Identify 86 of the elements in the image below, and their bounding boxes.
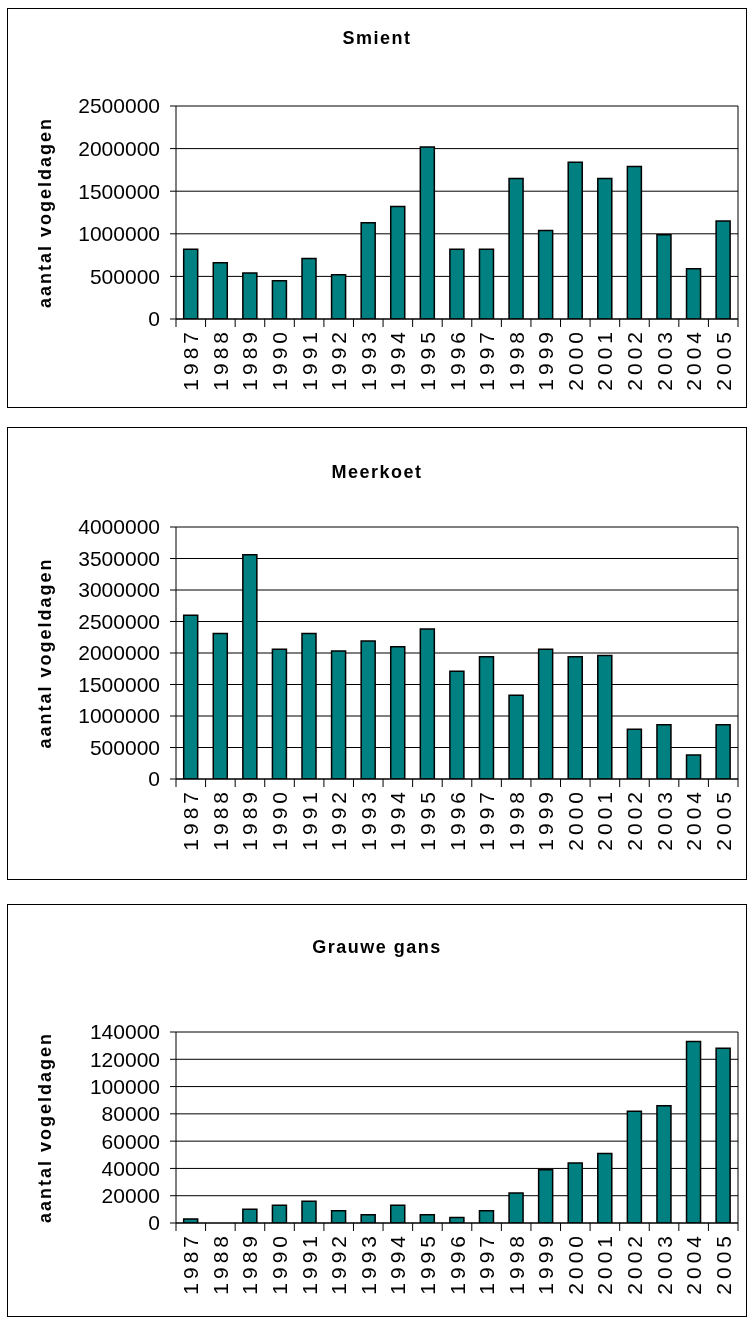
chart-title: Grauwe gans <box>311 936 443 958</box>
x-tick-label: 1991 <box>297 328 321 391</box>
x-tick-label: 2000 <box>563 788 587 851</box>
x-tick-label: 1988 <box>208 1232 232 1295</box>
chart-title: Meerkoet <box>330 461 424 483</box>
y-tick-label: 2500000 <box>78 609 160 633</box>
x-tick-label: 2003 <box>652 1232 676 1295</box>
y-tick-label: 3500000 <box>78 546 160 570</box>
x-tick-label: 1998 <box>504 1232 528 1295</box>
x-tick-label: 1987 <box>179 788 203 851</box>
x-tick-label: 1993 <box>356 1232 380 1295</box>
x-tick-label: 1996 <box>445 1232 469 1295</box>
x-tick-label: 1993 <box>356 788 380 851</box>
x-tick-label: 1989 <box>238 328 262 391</box>
x-tick-label: 2002 <box>622 788 646 851</box>
y-tick-label: 0 <box>148 1211 160 1235</box>
x-tick-label: 2000 <box>563 1232 587 1295</box>
x-tick-label: 1994 <box>386 788 410 851</box>
y-axis-title: aantal vogeldagen <box>35 557 55 749</box>
x-tick-label: 1990 <box>268 788 292 851</box>
x-tick-label: 1999 <box>534 328 558 391</box>
x-tick-label: 1997 <box>475 1232 499 1295</box>
y-tick-label: 500000 <box>89 735 160 759</box>
x-tick-label: 2003 <box>652 788 676 851</box>
x-tick-label: 1990 <box>268 328 292 391</box>
x-tick-label: 1992 <box>327 1232 351 1295</box>
y-tick-label: 4000000 <box>78 515 160 539</box>
y-tick-label: 1500000 <box>78 672 160 696</box>
y-tick-label: 500000 <box>89 264 160 288</box>
x-tick-label: 2002 <box>622 1232 646 1295</box>
x-tick-label: 1988 <box>208 328 232 391</box>
x-tick-label: 2002 <box>622 328 646 391</box>
x-tick-label: 1997 <box>475 788 499 851</box>
x-tick-label: 1995 <box>415 1232 439 1295</box>
x-tick-label: 1988 <box>208 788 232 851</box>
x-tick-label: 1987 <box>179 328 203 391</box>
y-tick-label: 60000 <box>101 1129 160 1153</box>
y-tick-label: 140000 <box>89 1020 160 1044</box>
y-tick-label: 40000 <box>101 1156 160 1180</box>
x-tick-label: 2001 <box>593 1232 617 1295</box>
x-tick-label: 1999 <box>534 788 558 851</box>
chart-title: Smient <box>341 27 413 49</box>
x-tick-label: 1989 <box>238 788 262 851</box>
x-tick-label: 1990 <box>268 1232 292 1295</box>
y-tick-label: 1000000 <box>78 222 160 246</box>
x-tick-label: 2001 <box>593 328 617 391</box>
x-tick-label: 1996 <box>445 328 469 391</box>
y-tick-label: 2000000 <box>78 641 160 665</box>
x-tick-label: 1992 <box>327 788 351 851</box>
x-tick-label: 1993 <box>356 328 380 391</box>
y-tick-label: 20000 <box>101 1184 160 1208</box>
x-tick-label: 2004 <box>682 1232 706 1295</box>
y-axis-title: aantal vogeldagen <box>35 1031 55 1224</box>
x-tick-label: 1992 <box>327 328 351 391</box>
y-tick-label: 100000 <box>89 1075 160 1099</box>
x-tick-label: 1994 <box>386 328 410 391</box>
x-tick-label: 2001 <box>593 788 617 851</box>
x-tick-label: 2005 <box>711 328 735 391</box>
x-tick-label: 2004 <box>682 328 706 391</box>
y-tick-label: 2000000 <box>78 137 160 161</box>
y-tick-label: 0 <box>148 307 160 331</box>
y-tick-label: 3000000 <box>78 578 160 602</box>
x-tick-label: 2005 <box>711 788 735 851</box>
x-tick-label: 1991 <box>297 788 321 851</box>
y-tick-label: 0 <box>148 767 160 791</box>
x-tick-label: 1987 <box>179 1232 203 1295</box>
x-tick-label: 1999 <box>534 1232 558 1295</box>
y-tick-label: 2500000 <box>78 94 160 118</box>
x-tick-label: 1996 <box>445 788 469 851</box>
y-tick-label: 120000 <box>89 1047 160 1071</box>
x-tick-label: 1995 <box>415 328 439 391</box>
x-tick-label: 1997 <box>475 328 499 391</box>
x-tick-label: 1998 <box>504 788 528 851</box>
x-tick-label: 1989 <box>238 1232 262 1295</box>
y-axis-title: aantal vogeldagen <box>35 116 55 309</box>
x-tick-label: 1994 <box>386 1232 410 1295</box>
x-tick-label: 2003 <box>652 328 676 391</box>
x-tick-label: 2000 <box>563 328 587 391</box>
x-tick-label: 1995 <box>415 788 439 851</box>
x-tick-label: 1991 <box>297 1232 321 1295</box>
x-tick-label: 2005 <box>711 1232 735 1295</box>
x-tick-label: 2004 <box>682 788 706 851</box>
x-tick-label: 1998 <box>504 328 528 391</box>
y-tick-label: 1000000 <box>78 704 160 728</box>
y-tick-label: 1500000 <box>78 179 160 203</box>
y-tick-label: 80000 <box>101 1102 160 1126</box>
